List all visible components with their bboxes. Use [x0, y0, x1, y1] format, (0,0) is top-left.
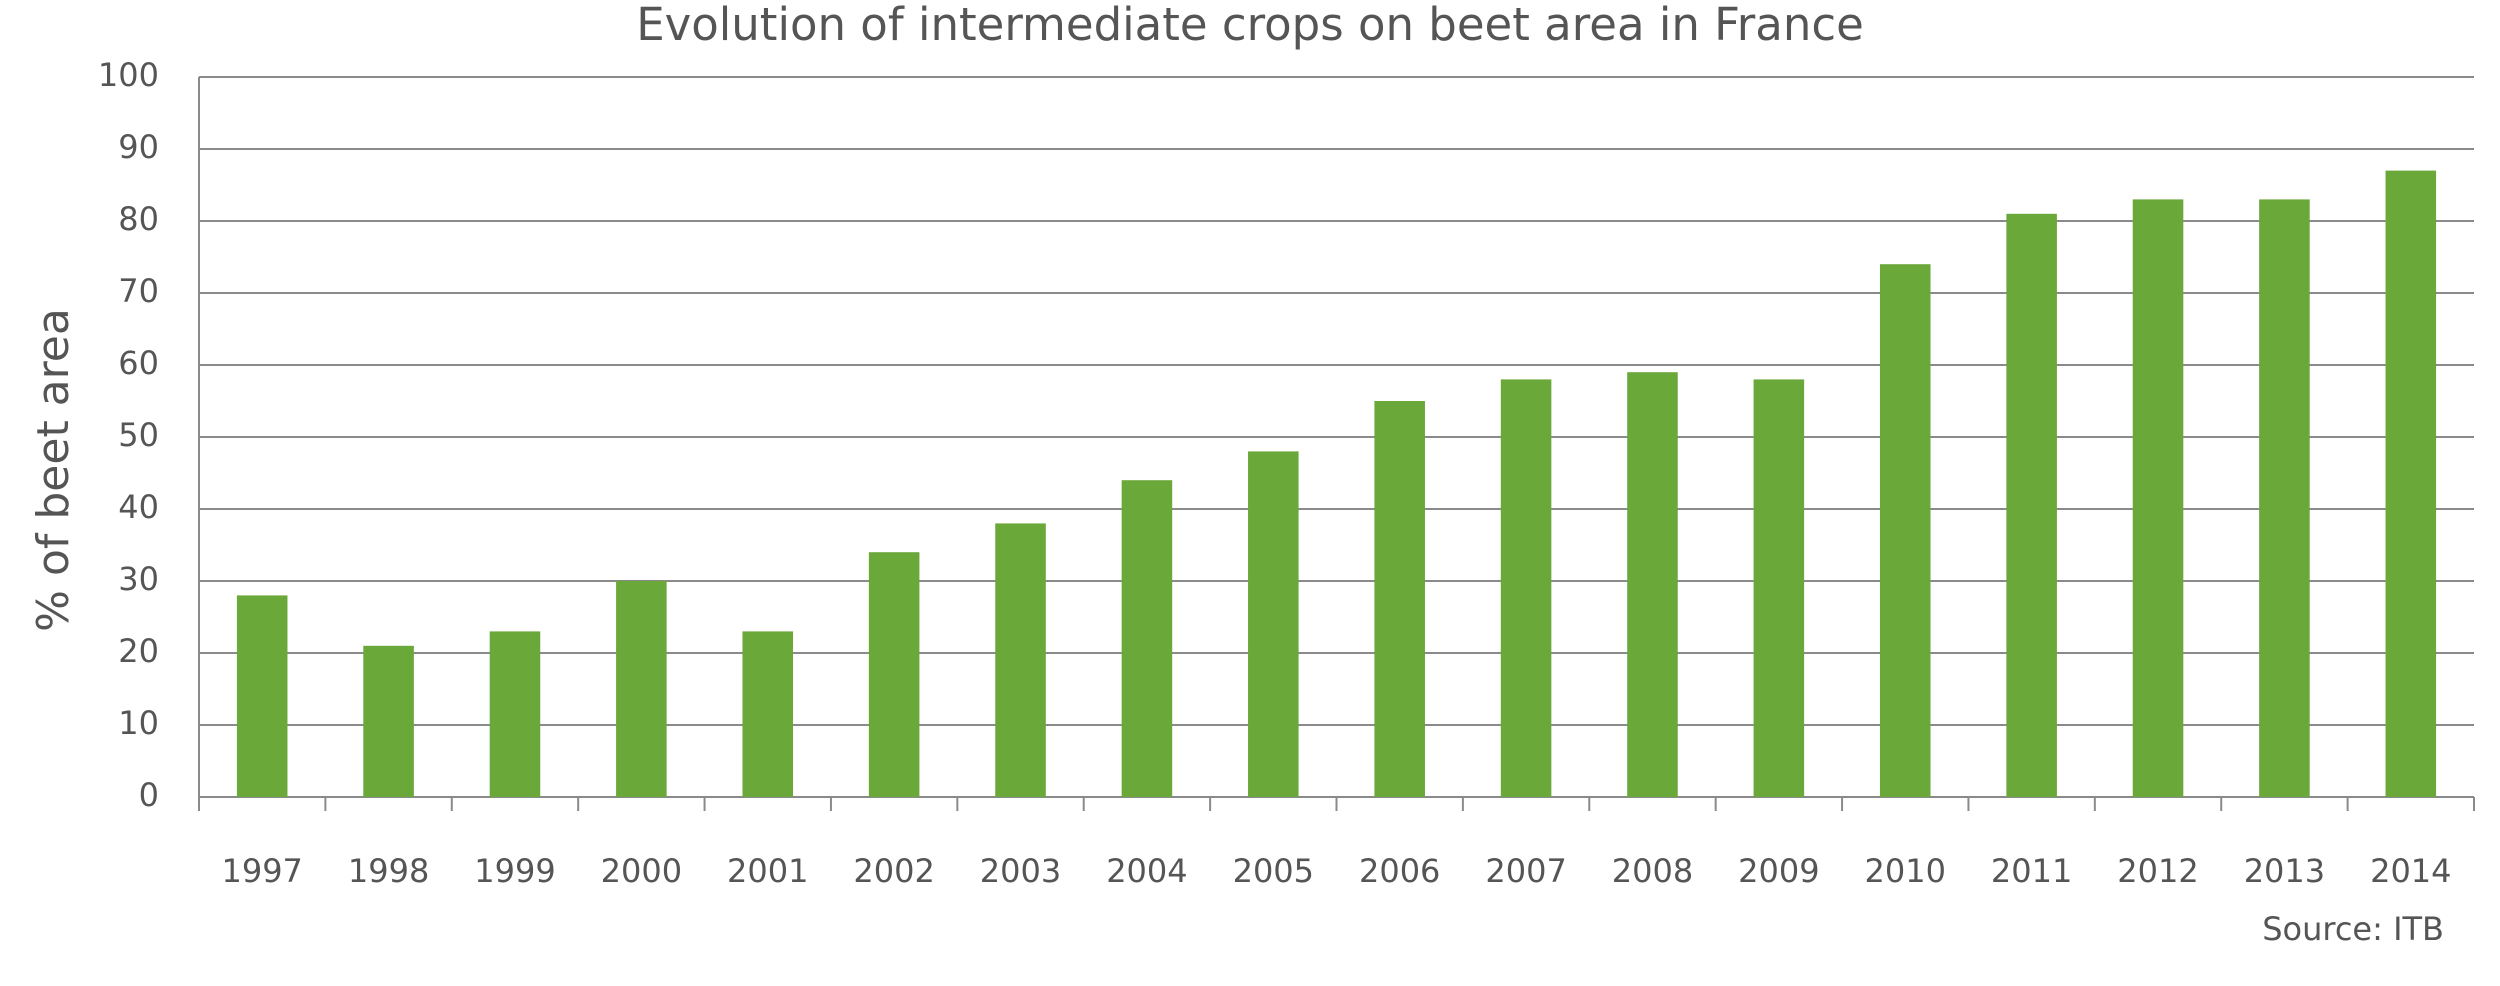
bar: [868, 552, 920, 797]
x-tick-label: 1997: [221, 852, 302, 890]
y-tick-label: 30: [118, 560, 159, 598]
x-tick-label: 1999: [474, 852, 555, 890]
x-tick-label: 2010: [1865, 852, 1946, 890]
y-tick-label: 80: [118, 200, 159, 238]
y-tick-label: 90: [118, 128, 159, 166]
bar: [236, 595, 288, 797]
y-tick-label: 40: [118, 488, 159, 526]
bar: [1248, 451, 1299, 797]
bar: [616, 581, 667, 797]
x-tick-label: 2011: [1991, 852, 2072, 890]
y-tick-label: 10: [118, 704, 159, 742]
bar: [1879, 264, 1931, 797]
x-tick-label: 2000: [601, 852, 682, 890]
bar: [2259, 199, 2310, 797]
x-tick-label: 2008: [1612, 852, 1693, 890]
x-tick-label: 2013: [2244, 852, 2325, 890]
bar: [1374, 401, 1425, 797]
x-tick-label: 2014: [2370, 852, 2451, 890]
x-tick-label: 1998: [348, 852, 429, 890]
bar: [2006, 213, 2057, 798]
x-tick-label: 2007: [1485, 852, 1566, 890]
y-tick-label: 60: [118, 344, 159, 382]
x-tick-label: 2002: [853, 852, 934, 890]
bar: [742, 631, 794, 797]
x-tick-label: 2005: [1233, 852, 1314, 890]
y-axis-label: % of beet area: [28, 308, 79, 632]
y-tick-label: 0: [139, 776, 159, 814]
chart-title: Evolution of intermediate crops on beet …: [636, 0, 1864, 51]
bar: [1500, 379, 1552, 797]
x-tick-label: 2012: [2117, 852, 2198, 890]
x-tick-label: 2009: [1738, 852, 1819, 890]
bar: [1753, 379, 1805, 797]
bar: [363, 645, 414, 797]
y-tick-label: 50: [118, 416, 159, 454]
x-tick-label: 2004: [1106, 852, 1187, 890]
bar: [1121, 480, 1173, 797]
bar: [489, 631, 541, 797]
y-tick-label: 20: [118, 632, 159, 670]
bar: [1627, 372, 1678, 797]
x-tick-label: 2001: [727, 852, 808, 890]
bar: [2385, 170, 2437, 798]
y-tick-label: 70: [118, 272, 159, 310]
bar: [2132, 199, 2184, 797]
bar: [995, 523, 1046, 797]
y-tick-label: 100: [98, 56, 159, 94]
x-tick-label: 2003: [980, 852, 1061, 890]
x-tick-label: 2006: [1359, 852, 1440, 890]
source-note: Source: ITB: [2262, 910, 2444, 948]
